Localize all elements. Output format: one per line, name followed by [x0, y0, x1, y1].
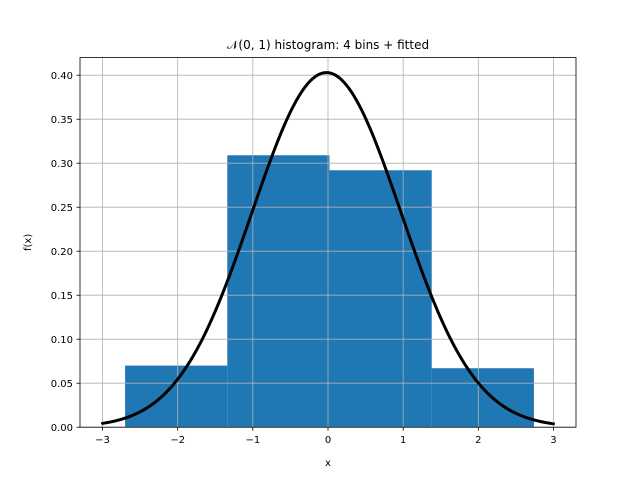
chart-title: 𝒩(0, 1) histogram: 4 bins + fitted	[227, 38, 429, 52]
fitted-normal-curve	[101, 71, 555, 426]
y-tick-label-2: 0.10	[51, 335, 73, 346]
x-tick-label-0: −3	[95, 435, 110, 446]
x-axis-ticks: −3 −2 −1 0 1 2 3	[95, 427, 557, 446]
y-axis-ticks: 0.00 0.05 0.10 0.15 0.20 0.25 0.30 0.35 0.40	[51, 71, 80, 434]
grid-lines	[80, 57, 576, 428]
x-axis-label: x	[325, 458, 331, 469]
histogram-bar-1	[125, 365, 228, 428]
histogram-bar-2	[227, 155, 330, 428]
y-tick-label-3: 0.15	[51, 291, 73, 302]
y-tick-label-0: 0.00	[51, 423, 73, 434]
x-tick-label-6: 3	[550, 435, 556, 446]
x-tick-label-3: 0	[325, 435, 331, 446]
x-tick-label-1: −2	[170, 435, 185, 446]
y-axis-label: f(x)	[23, 234, 34, 251]
x-tick-label-5: 2	[475, 435, 481, 446]
y-tick-label-6: 0.30	[51, 159, 73, 170]
x-tick-label-2: −1	[245, 435, 260, 446]
y-tick-label-7: 0.35	[51, 115, 73, 126]
y-tick-label-8: 0.40	[51, 71, 73, 82]
y-tick-label-4: 0.20	[51, 247, 73, 258]
histogram-bar-3	[329, 170, 432, 428]
histogram-bars	[125, 155, 534, 428]
y-tick-label-1: 0.05	[51, 379, 73, 390]
x-tick-label-4: 1	[400, 435, 406, 446]
y-tick-label-5: 0.25	[51, 203, 73, 214]
histogram-bar-4	[431, 368, 534, 428]
